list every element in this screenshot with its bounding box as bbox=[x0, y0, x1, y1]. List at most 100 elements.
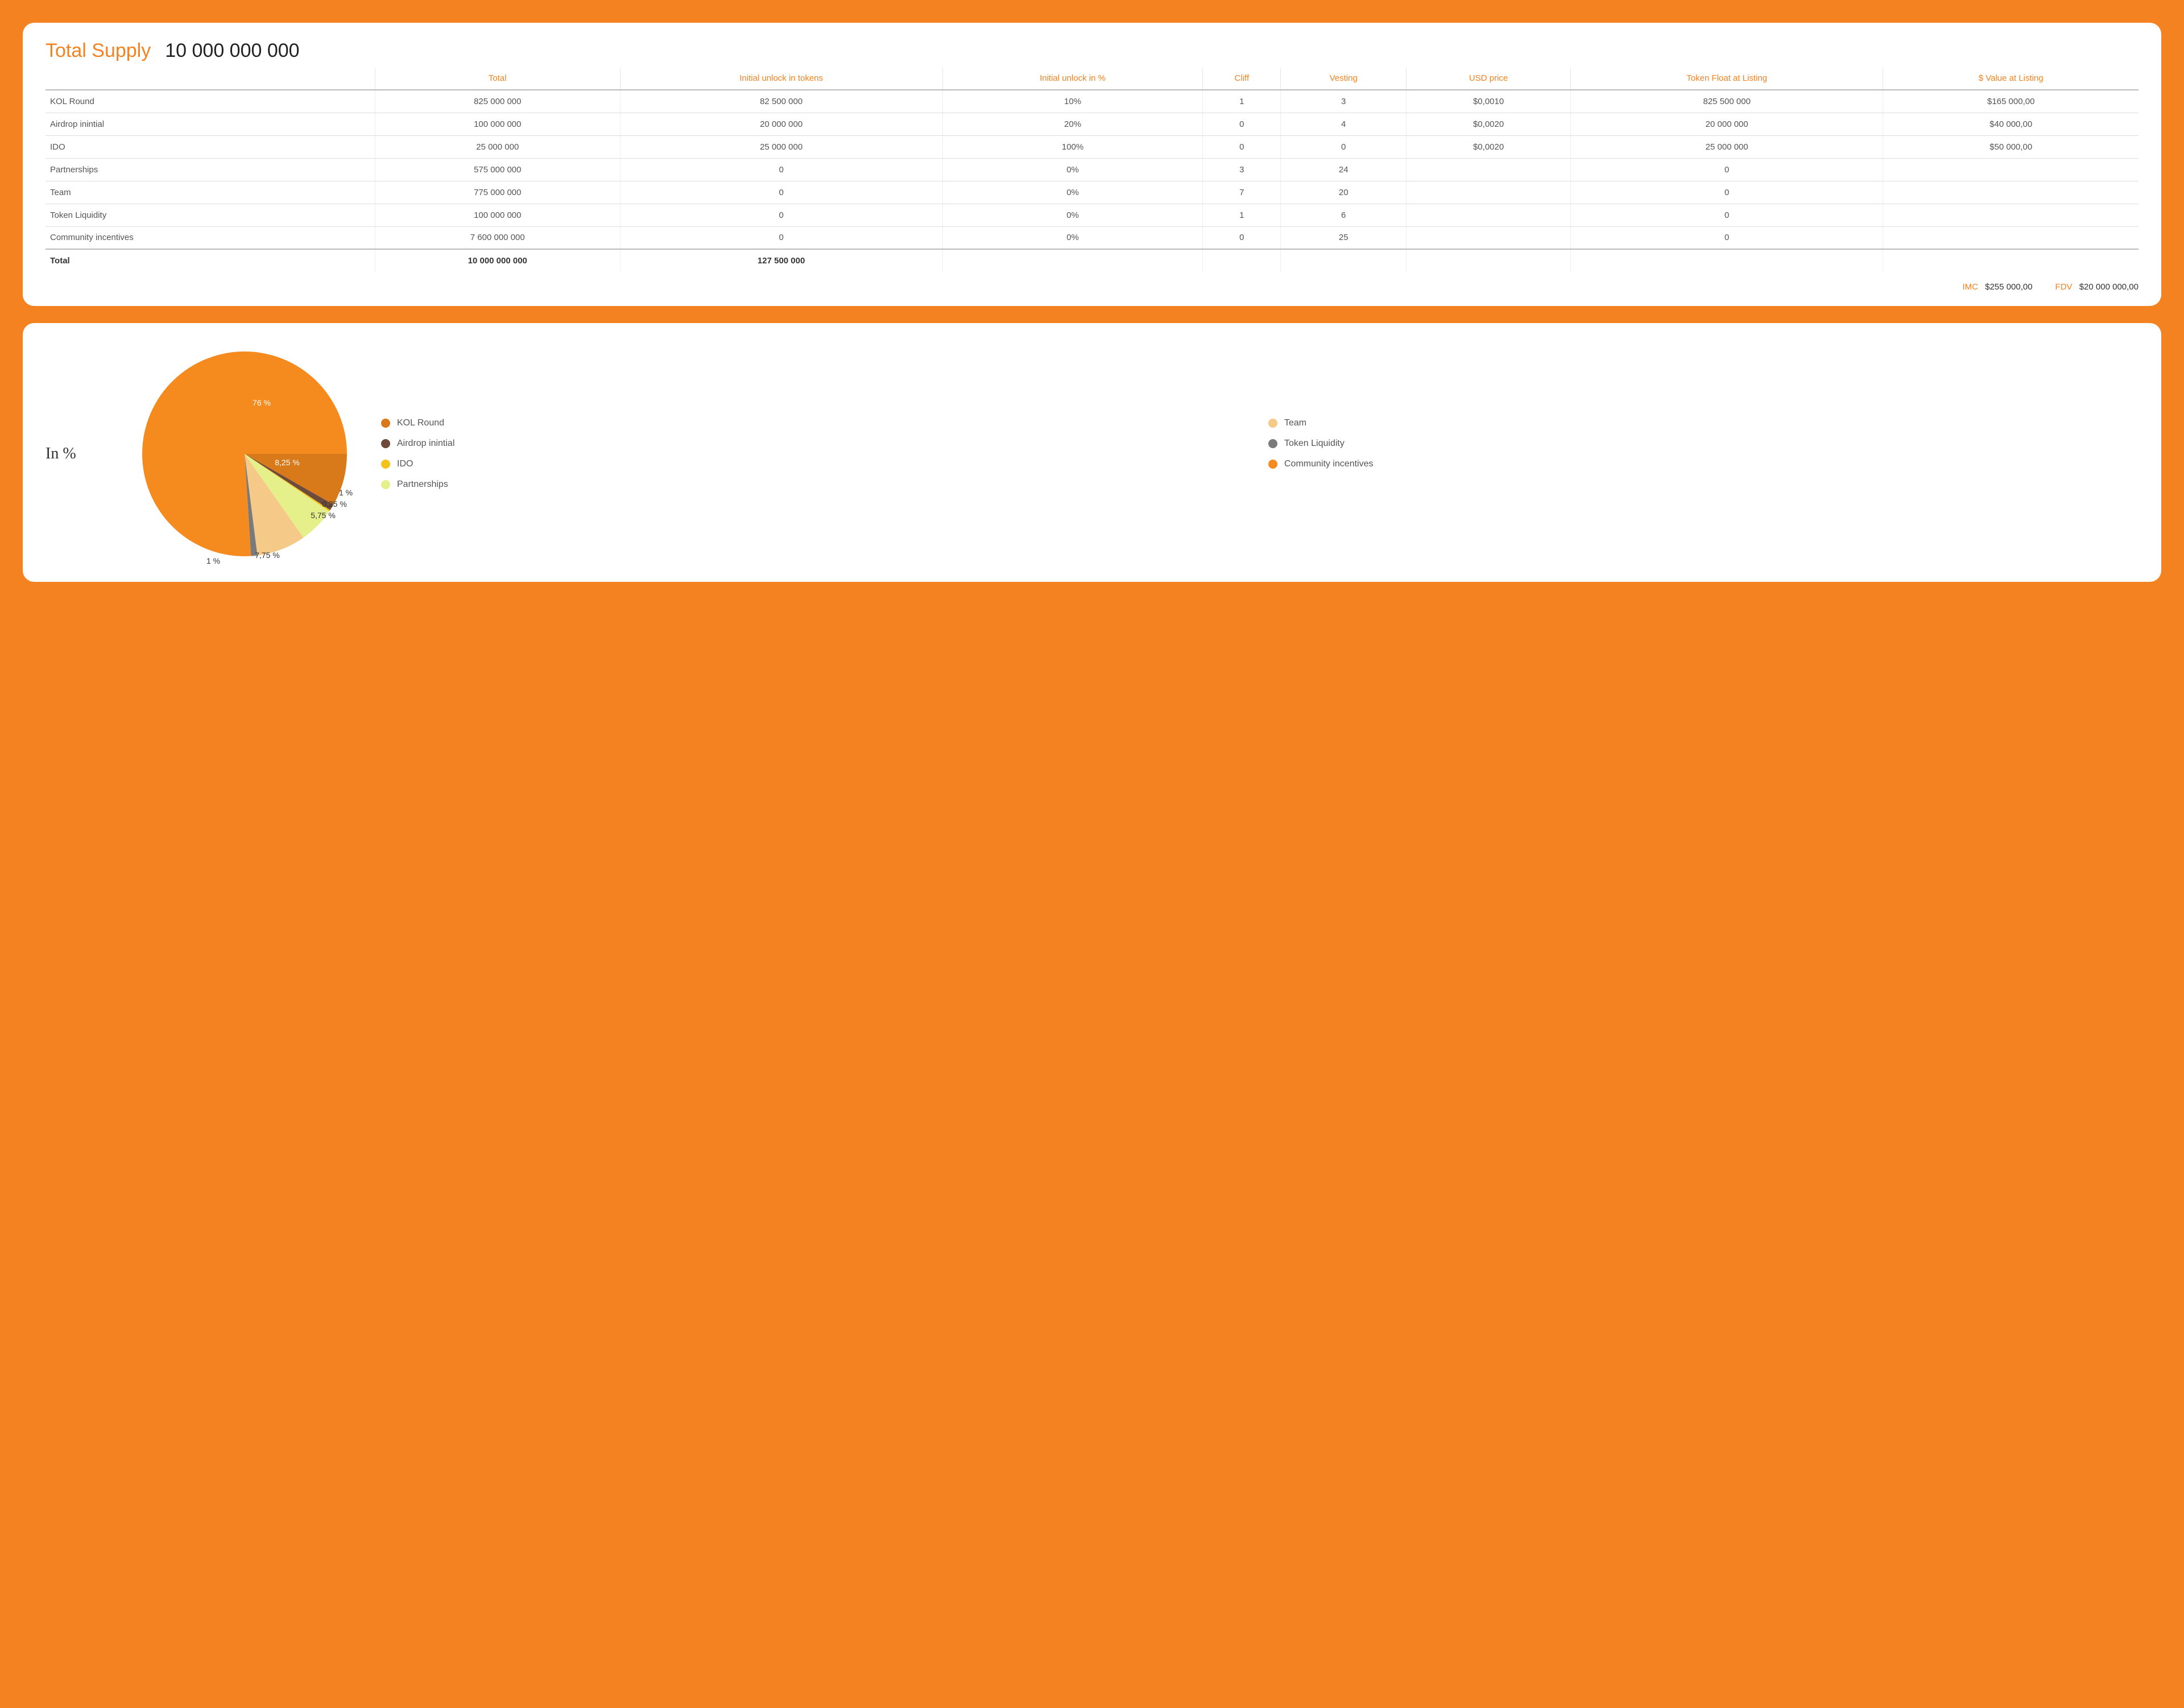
column-header bbox=[46, 68, 375, 90]
table-row: Community incentives7 600 000 00000%0250 bbox=[46, 226, 2138, 249]
column-header: Initial unlock in tokens bbox=[620, 68, 942, 90]
legend-label: Airdrop inintial bbox=[397, 439, 454, 449]
table-cell bbox=[1407, 249, 1571, 272]
table-cell bbox=[1883, 181, 2138, 204]
table-cell: 4 bbox=[1281, 113, 1407, 135]
table-cell: $0,0020 bbox=[1407, 135, 1571, 158]
table-cell: $0,0020 bbox=[1407, 113, 1571, 135]
table-cell: 0% bbox=[942, 204, 1203, 226]
column-header: Token Float at Listing bbox=[1571, 68, 1883, 90]
table-cell bbox=[1407, 181, 1571, 204]
table-cell bbox=[1883, 158, 2138, 181]
imc-metric: IMC $255 000,00 bbox=[1962, 282, 2032, 292]
table-cell: $165 000,00 bbox=[1883, 90, 2138, 113]
table-cell: 825 500 000 bbox=[1571, 90, 1883, 113]
imc-label: IMC bbox=[1962, 282, 1978, 292]
table-cell: KOL Round bbox=[46, 90, 375, 113]
table-cell: Airdrop inintial bbox=[46, 113, 375, 135]
column-header: Vesting bbox=[1281, 68, 1407, 90]
table-cell bbox=[1883, 226, 2138, 249]
legend-item: Token Liquidity bbox=[1268, 439, 2138, 449]
table-cell: 7 600 000 000 bbox=[375, 226, 620, 249]
table-row: IDO25 000 00025 000 000100%00$0,002025 0… bbox=[46, 135, 2138, 158]
pie-svg bbox=[131, 340, 358, 568]
legend-item: KOL Round bbox=[381, 418, 1251, 428]
table-cell: 3 bbox=[1281, 90, 1407, 113]
column-header: Total bbox=[375, 68, 620, 90]
table-cell: 0 bbox=[1203, 135, 1281, 158]
table-cell: 3 bbox=[1203, 158, 1281, 181]
legend-swatch bbox=[1268, 439, 1277, 448]
table-cell: 1 bbox=[1203, 204, 1281, 226]
table-cell bbox=[1203, 249, 1281, 272]
legend-swatch bbox=[381, 439, 390, 448]
table-cell: 0 bbox=[620, 204, 942, 226]
table-cell: 24 bbox=[1281, 158, 1407, 181]
table-cell: 25 000 000 bbox=[375, 135, 620, 158]
table-cell: $0,0010 bbox=[1407, 90, 1571, 113]
table-cell: 7 bbox=[1203, 181, 1281, 204]
legend-item: Community incentives bbox=[1268, 459, 2138, 469]
column-header: Initial unlock in % bbox=[942, 68, 1203, 90]
table-row: Partnerships575 000 00000%3240 bbox=[46, 158, 2138, 181]
table-cell: 100% bbox=[942, 135, 1203, 158]
table-cell: 10% bbox=[942, 90, 1203, 113]
table-cell bbox=[1407, 204, 1571, 226]
table-row: Team775 000 00000%7200 bbox=[46, 181, 2138, 204]
table-cell: Partnerships bbox=[46, 158, 375, 181]
table-cell: 825 000 000 bbox=[375, 90, 620, 113]
table-cell: Community incentives bbox=[46, 226, 375, 249]
table-cell: 20 000 000 bbox=[1571, 113, 1883, 135]
table-cell: 0 bbox=[1203, 113, 1281, 135]
table-cell bbox=[1407, 158, 1571, 181]
legend-swatch bbox=[1268, 419, 1277, 428]
pie-chart-card: In % 76 %8,25 %1 %0,25 %5,75 %7,75 %1 % … bbox=[23, 323, 2161, 582]
table-cell: 775 000 000 bbox=[375, 181, 620, 204]
table-cell: 20% bbox=[942, 113, 1203, 135]
table-cell: Team bbox=[46, 181, 375, 204]
pie-title: In % bbox=[46, 445, 108, 463]
table-cell bbox=[1407, 226, 1571, 249]
table-cell: 25 000 000 bbox=[1571, 135, 1883, 158]
table-cell bbox=[1281, 249, 1407, 272]
table-cell: 100 000 000 bbox=[375, 113, 620, 135]
legend-label: IDO bbox=[397, 459, 413, 469]
table-cell: 1 bbox=[1203, 90, 1281, 113]
table-cell: 127 500 000 bbox=[620, 249, 942, 272]
table-row: KOL Round825 000 00082 500 00010%13$0,00… bbox=[46, 90, 2138, 113]
title-value: 10 000 000 000 bbox=[165, 40, 299, 62]
legend-item: IDO bbox=[381, 459, 1251, 469]
fdv-value: $20 000 000,00 bbox=[2079, 282, 2138, 292]
table-cell: 20 000 000 bbox=[620, 113, 942, 135]
footer-metrics: IMC $255 000,00 FDV $20 000 000,00 bbox=[46, 282, 2138, 292]
table-cell: 6 bbox=[1281, 204, 1407, 226]
fdv-label: FDV bbox=[2055, 282, 2073, 292]
table-cell: $50 000,00 bbox=[1883, 135, 2138, 158]
table-cell: 0 bbox=[620, 181, 942, 204]
legend-label: Token Liquidity bbox=[1284, 439, 1345, 449]
table-cell: 575 000 000 bbox=[375, 158, 620, 181]
table-cell: IDO bbox=[46, 135, 375, 158]
table-cell: 0 bbox=[620, 226, 942, 249]
table-header: TotalInitial unlock in tokensInitial unl… bbox=[46, 68, 2138, 90]
table-cell: 100 000 000 bbox=[375, 204, 620, 226]
table-cell bbox=[1571, 249, 1883, 272]
legend-swatch bbox=[1268, 460, 1277, 469]
table-total-row: Total10 000 000 000127 500 000 bbox=[46, 249, 2138, 272]
table-cell: 82 500 000 bbox=[620, 90, 942, 113]
table-cell: 0 bbox=[620, 158, 942, 181]
legend-label: Community incentives bbox=[1284, 459, 1374, 469]
legend-label: Team bbox=[1284, 418, 1306, 428]
column-header: $ Value at Listing bbox=[1883, 68, 2138, 90]
table-cell: 25 000 000 bbox=[620, 135, 942, 158]
legend-swatch bbox=[381, 480, 390, 489]
supply-table-card: Total Supply 10 000 000 000 TotalInitial… bbox=[23, 23, 2161, 306]
table-cell: 0 bbox=[1571, 226, 1883, 249]
table-cell: 0 bbox=[1571, 158, 1883, 181]
table-cell: Token Liquidity bbox=[46, 204, 375, 226]
table-row: Token Liquidity100 000 00000%160 bbox=[46, 204, 2138, 226]
table-cell: 10 000 000 000 bbox=[375, 249, 620, 272]
table-cell: 0 bbox=[1203, 226, 1281, 249]
fdv-metric: FDV $20 000 000,00 bbox=[2055, 282, 2138, 292]
legend-item: Airdrop inintial bbox=[381, 439, 1251, 449]
